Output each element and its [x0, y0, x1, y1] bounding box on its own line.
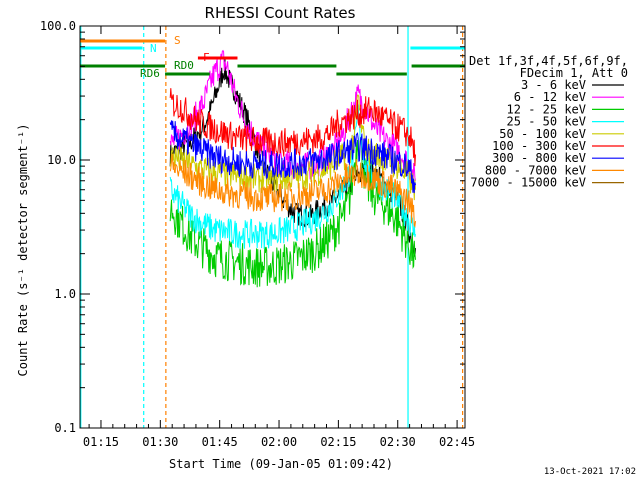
footer-date: 13-Oct-2021 17:02 [544, 467, 636, 477]
x-tick-label-0: 01:15 [83, 435, 119, 449]
legend-label-6: 300 - 800 keV [492, 151, 586, 165]
chart-title: RHESSI Count Rates [205, 4, 356, 22]
flag-label-2: F [203, 51, 210, 64]
x-axis-ticks: 01:15 01:30 01:45 02:00 02:15 02:30 02:45 [83, 26, 475, 449]
legend-label-1: 6 - 12 keV [514, 90, 586, 104]
legend-label-0: 3 - 6 keV [521, 78, 586, 92]
flag-label-4: RD6 [140, 67, 160, 80]
plot-frame [79, 25, 466, 429]
flag-label-0: S [174, 34, 181, 47]
legend-label-3: 25 - 50 keV [507, 115, 586, 129]
y-tick-label-2: 10.0 [47, 153, 76, 167]
x-tick-label-1: 01:30 [142, 435, 178, 449]
legend: Det 1f,3f,4f,5f,6f,9f, FDecim 1, Att 0 3… [469, 54, 628, 190]
x-tick-label-6: 02:45 [439, 435, 475, 449]
series-line-6 [169, 120, 416, 194]
y-axis-ticks: 0.1 1.0 10.0 100.0 [40, 19, 465, 435]
legend-header-line-2: FDecim 1, Att 0 [520, 66, 628, 80]
x-axis-label: Start Time (09-Jan-05 01:09:42) [169, 457, 393, 471]
legend-label-8: 7000 - 15000 keV [470, 176, 586, 190]
x-tick-label-4: 02:15 [320, 435, 356, 449]
flag-bars: S N F RD0 RD6 [80, 34, 465, 80]
flag-label-3: RD0 [174, 59, 194, 72]
x-tick-label-2: 01:45 [202, 435, 238, 449]
x-tick-label-3: 02:00 [261, 435, 297, 449]
legend-label-2: 12 - 25 keV [507, 102, 586, 116]
series-lines [169, 49, 416, 288]
y-tick-label-3: 100.0 [40, 19, 76, 33]
x-tick-label-5: 02:30 [380, 435, 416, 449]
series-line-5 [169, 88, 416, 167]
legend-label-4: 50 - 100 keV [499, 127, 586, 141]
legend-label-7: 800 - 7000 keV [485, 163, 586, 177]
series-line-7 [169, 153, 416, 228]
series-line-2 [169, 136, 416, 288]
y-axis-label: Count Rate (s⁻¹ detector segment⁻¹) [16, 124, 30, 377]
legend-header-line-1: Det 1f,3f,4f,5f,6f,9f, [469, 54, 628, 68]
y-tick-label-0: 0.1 [54, 421, 76, 435]
y-tick-label-1: 1.0 [54, 287, 76, 301]
flag-label-1: N [150, 42, 157, 55]
legend-label-5: 100 - 300 keV [492, 139, 586, 153]
